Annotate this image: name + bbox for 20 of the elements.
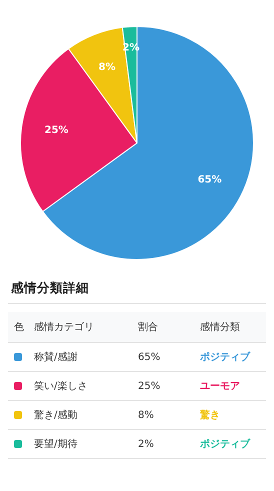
text: 感情カテゴリ	[30, 312, 132, 342]
text: 感情分類	[194, 312, 266, 342]
data-label: 8%	[98, 62, 116, 73]
text: 感情分類詳細	[8, 266, 266, 304]
text: 65%	[138, 352, 160, 362]
text: 驚き	[194, 400, 266, 430]
text: 25%	[138, 380, 160, 392]
text: 色	[8, 312, 30, 342]
text: ポジティブ	[194, 430, 266, 458]
legend-label: 要望/期待	[30, 430, 132, 458]
text: 割合	[132, 312, 194, 342]
legend-label: 笑い/楽しさ	[30, 372, 132, 400]
legend-label: 称賛/感謝	[30, 342, 132, 372]
text: 2%	[138, 438, 154, 450]
data-label: 25%	[44, 124, 68, 136]
data-label: 65%	[198, 174, 222, 186]
text: ユーモア	[194, 372, 266, 400]
text: 8%	[138, 410, 154, 420]
legend-label: 驚き/感動	[30, 400, 132, 430]
text: ポジティブ	[194, 342, 266, 372]
